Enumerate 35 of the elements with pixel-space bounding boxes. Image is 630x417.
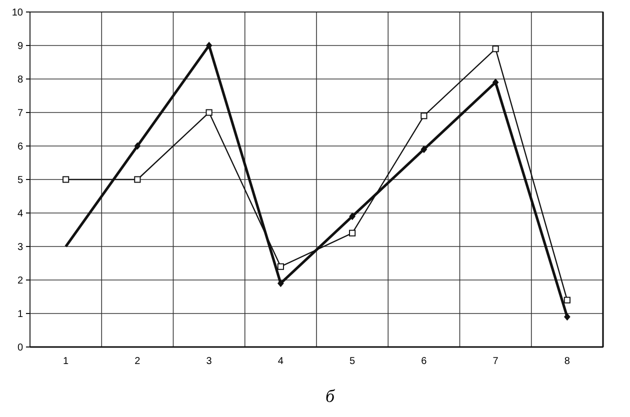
x-tick-label: 7: [492, 356, 499, 367]
x-tick-label: 3: [206, 356, 212, 367]
point: [492, 78, 499, 86]
point: [349, 212, 356, 220]
point: [134, 176, 141, 183]
y-tick-label: 7: [17, 108, 24, 119]
x-tick-label: 5: [350, 356, 356, 367]
x-tick-label: 1: [63, 356, 70, 367]
x-tick-label: 8: [564, 356, 570, 367]
y-tick-label: 4: [17, 208, 24, 220]
y-tick-label: 1: [17, 309, 24, 320]
point: [62, 176, 70, 183]
y-tick-label: 6: [17, 142, 24, 152]
y-tick-label: 8: [17, 74, 24, 86]
point: [564, 313, 570, 321]
y-tick-label: 2: [17, 276, 24, 286]
y-tick-label: 3: [17, 242, 24, 253]
x-tick-label: 2: [134, 356, 141, 367]
point: [134, 142, 141, 150]
point: [420, 112, 428, 120]
x-tick-label: 6: [421, 356, 428, 367]
point: [492, 46, 499, 52]
point: [277, 263, 284, 270]
point: [349, 230, 356, 236]
point: [420, 146, 428, 154]
y-tick-label: 0: [17, 342, 24, 354]
point: [206, 42, 212, 50]
point: [564, 296, 570, 304]
point: [277, 280, 284, 288]
x-tick-label: 4: [278, 356, 284, 367]
y-tick-label: 5: [17, 175, 24, 186]
point: [206, 109, 212, 116]
y-tick-label: 9: [17, 41, 24, 52]
text: б: [325, 386, 336, 406]
y-tick-label: 10: [12, 8, 24, 18]
